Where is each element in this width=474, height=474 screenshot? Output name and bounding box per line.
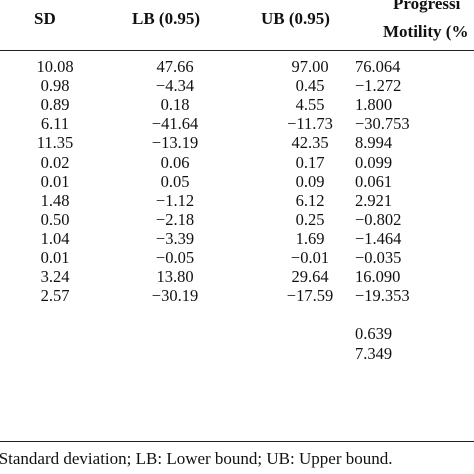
cell-progressive-motility: 7.349 [355,343,393,363]
cell-sd: 2.57 [40,286,70,306]
cell-ub: 4.55 [295,95,325,115]
cell-sd: 0.01 [40,248,70,267]
header-progressive-line1: Progressi [393,0,461,13]
cell-lb: 0.06 [160,152,190,172]
cell-progressive-motility: 0.061 [355,171,393,191]
cell-progressive-motility: −1.464 [355,228,402,248]
cell-sd: 0.50 [40,209,70,229]
cell-sd: 6.11 [40,114,70,134]
cell-sd: 10.08 [36,57,74,76]
cell-sd: 3.24 [40,267,70,287]
cell-lb: 47.66 [156,57,194,76]
cell-ub: 1.69 [295,228,325,248]
cell-ub: −11.73 [287,114,333,134]
cell-ub: 42.35 [291,133,329,153]
cell-sd: 11.35 [36,133,74,153]
cell-lb: −13.19 [151,133,199,153]
cell-sd: 0.98 [40,76,70,96]
cell-lb: −41.64 [151,114,199,134]
header-ub: UB (0.95) [261,9,330,28]
header-progressive-line2: Motility (% [383,22,469,41]
header-lb: LB (0.95) [132,9,200,28]
cell-ub: 6.12 [295,190,325,210]
cell-progressive-motility: −0.035 [355,248,402,267]
cell-progressive-motility: 1.800 [355,95,393,115]
cell-ub: 0.25 [295,209,325,229]
header-rule [0,50,474,52]
cell-lb: −3.39 [155,228,195,248]
cell-sd: 0.02 [40,152,70,172]
cell-sd: 0.89 [40,95,70,115]
cell-ub: 0.09 [295,171,325,191]
cell-progressive-motility: −1.272 [355,76,402,96]
cell-progressive-motility: −30.753 [355,114,410,134]
cell-ub: −17.59 [286,286,334,306]
cell-ub: 97.00 [291,57,329,76]
cell-progressive-motility: 8.994 [355,133,393,153]
cell-progressive-motility: 16.090 [355,267,401,287]
cell-sd: 1.48 [40,190,70,210]
bottom-rule [0,441,474,443]
cell-ub: 0.17 [295,152,325,172]
header-sd: SD [34,9,56,28]
cell-ub: 0.45 [295,76,325,96]
table-footnote: SD: Standard deviation; LB: Lower bound;… [0,449,393,468]
cell-lb: 0.18 [160,95,190,115]
cell-progressive-motility: 0.639 [355,324,393,344]
cell-lb: −0.05 [155,248,195,267]
cell-lb: −2.18 [155,209,195,229]
cell-progressive-motility: −0.802 [355,209,402,229]
cell-lb: 13.80 [156,267,194,287]
cell-progressive-motility: 2.921 [355,190,393,210]
cell-progressive-motility: 76.064 [355,57,401,76]
cell-sd: 1.04 [40,228,70,248]
cell-progressive-motility: −19.353 [355,286,410,306]
cell-lb: −30.19 [151,286,199,306]
cell-sd: 0.01 [40,171,70,191]
cell-ub: 29.64 [291,267,329,287]
cell-progressive-motility: 0.099 [355,152,393,172]
cell-ub: −0.01 [290,248,330,267]
cell-lb: 0.05 [160,171,190,191]
cell-lb: −4.34 [155,76,195,96]
cell-lb: −1.12 [155,190,195,210]
